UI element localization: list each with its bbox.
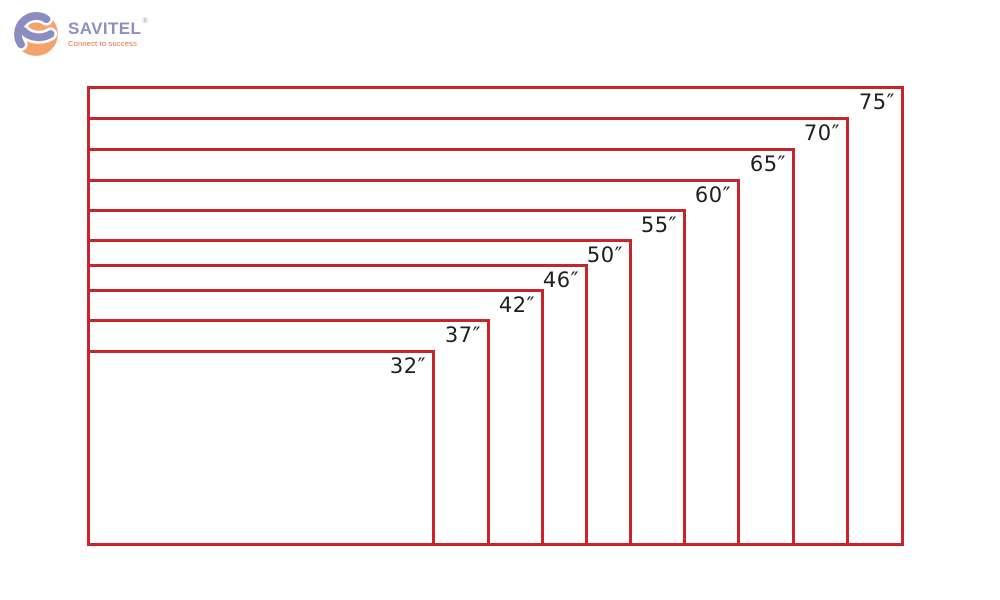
logo-text-block: SAVITEL ® Connect to success [68, 18, 148, 49]
tv-size-label: 70″ [803, 121, 840, 145]
tv-size-label: 75″ [858, 90, 895, 114]
brand-name: SAVITEL [68, 19, 142, 39]
tv-size-label: 55″ [640, 213, 677, 237]
tv-size-label: 42″ [498, 293, 535, 317]
registered-mark-icon: ® [142, 18, 148, 26]
tv-size-label: 50″ [586, 243, 623, 267]
savitel-s-icon [11, 9, 58, 56]
tv-size-label: 60″ [694, 183, 731, 207]
brand-tagline: Connect to success [68, 39, 138, 49]
tv-size-label: 46″ [542, 268, 579, 292]
tv-rect-32in: 32″ [87, 350, 435, 546]
savitel-logo: SAVITEL ® Connect to success [11, 9, 148, 59]
tv-size-diagram: 32″ 37″ 42″ 46″ 50″ 55″ 60″ 65″ 70″ 75″ [87, 85, 904, 546]
tv-size-label: 65″ [749, 152, 786, 176]
tv-size-label: 37″ [444, 323, 481, 347]
tv-size-label: 32″ [389, 354, 426, 378]
